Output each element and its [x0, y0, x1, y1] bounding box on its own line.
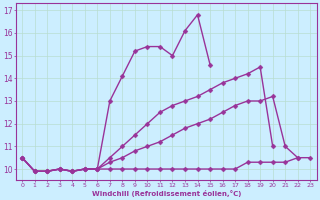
X-axis label: Windchill (Refroidissement éolien,°C): Windchill (Refroidissement éolien,°C) [92, 190, 241, 197]
